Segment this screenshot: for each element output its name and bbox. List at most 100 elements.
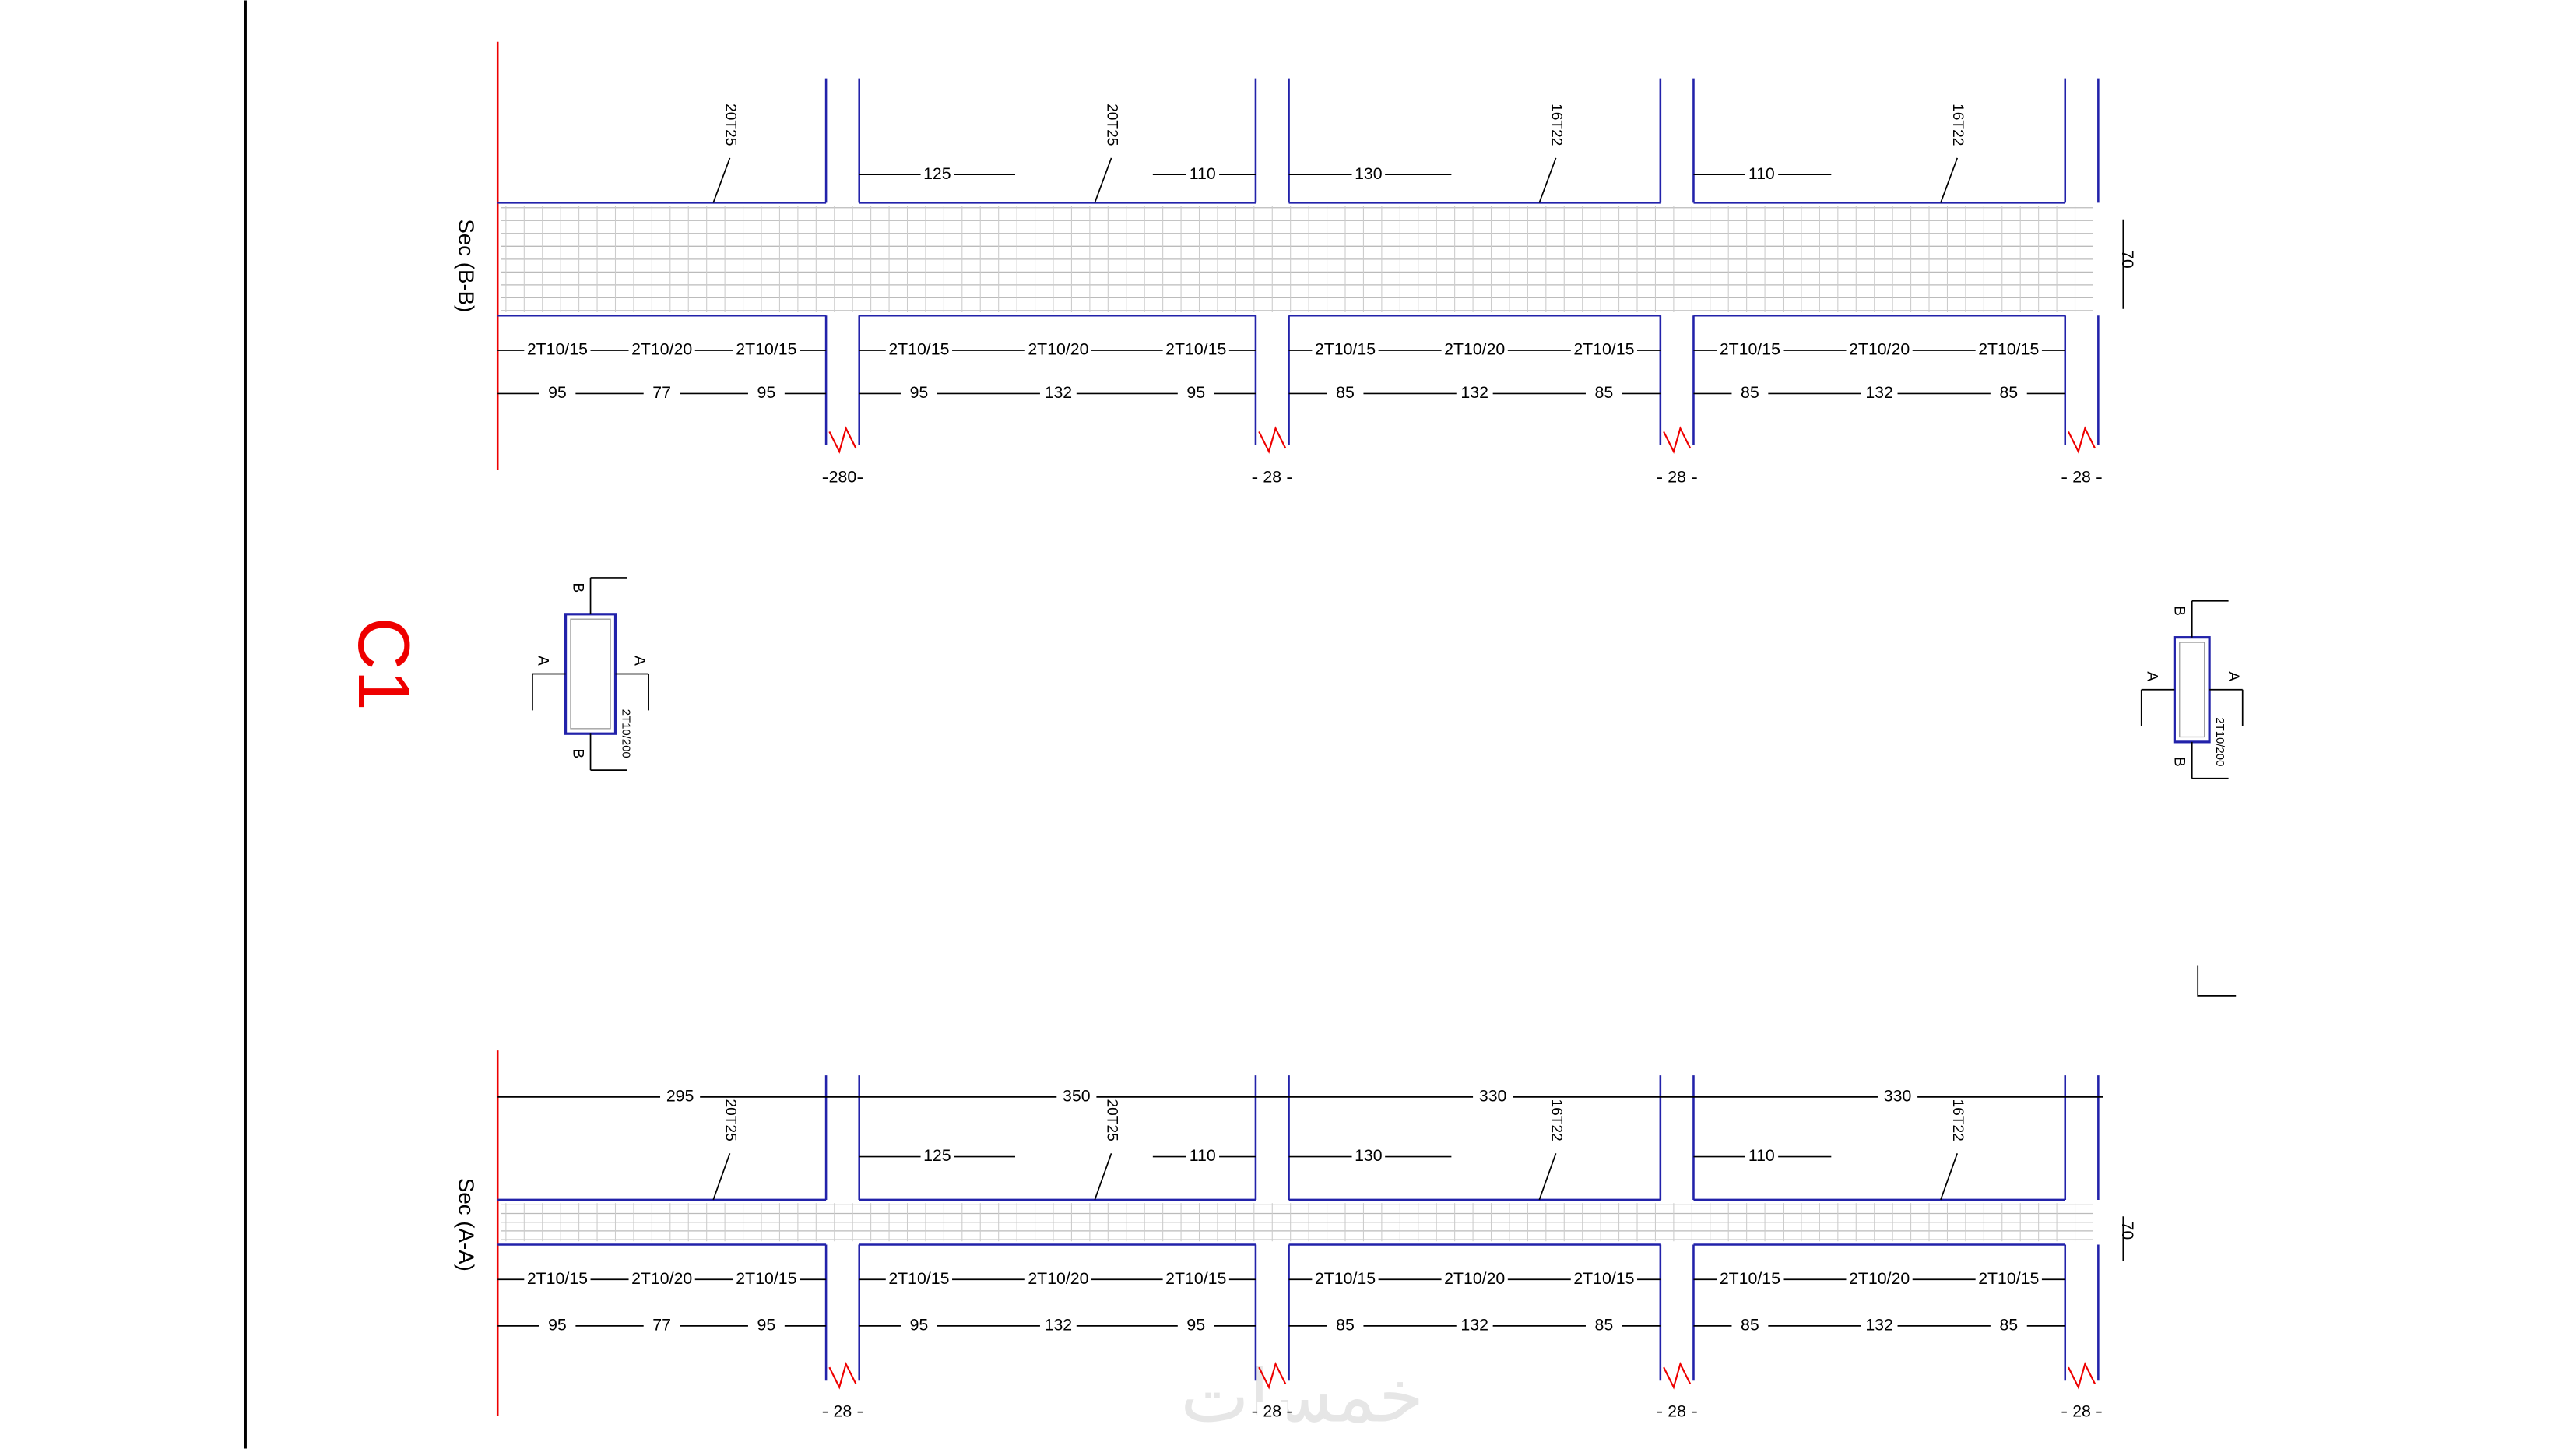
break-mark	[1663, 426, 1692, 454]
dim-bg	[1186, 164, 1220, 185]
dim-bg	[1990, 1316, 2027, 1336]
length-label: 95	[910, 383, 929, 402]
dim-bg	[733, 340, 800, 360]
leader	[1094, 1153, 1112, 1201]
stirrup-label: 2T10/15	[736, 1269, 796, 1288]
length-label: 85	[1595, 1316, 1614, 1335]
dim-bg	[1861, 383, 1898, 404]
dim-bg	[733, 1269, 800, 1290]
length-label: 85	[1595, 383, 1614, 402]
break-mark	[828, 426, 857, 454]
column-dim: 280	[829, 468, 857, 487]
dim-bg	[1351, 164, 1386, 185]
dim-bg	[1570, 1269, 1638, 1290]
dim-bg	[1024, 1269, 1092, 1290]
top-dim: 110	[1748, 1146, 1775, 1165]
column-dim: 28	[1668, 468, 1686, 487]
leader	[1538, 157, 1557, 203]
dim-bg	[1745, 164, 1779, 185]
length-label: 132	[1045, 383, 1073, 402]
dim-bg	[1312, 1269, 1379, 1290]
section-label: Sec (B-B)	[454, 219, 478, 312]
stirrup-label: 2T10/15	[1165, 340, 1226, 359]
dim-bg	[1661, 468, 1692, 488]
length-label: 132	[1865, 1316, 1893, 1335]
length-label: 77	[652, 383, 671, 402]
dim-bg	[1570, 340, 1638, 360]
leader	[1940, 157, 1959, 203]
top-dim: 125	[923, 164, 951, 183]
break-mark	[1258, 426, 1287, 454]
dim-bg	[1846, 340, 1913, 360]
span-length: 330	[1884, 1086, 1912, 1105]
column-core	[2179, 642, 2205, 738]
length-label: 95	[910, 1316, 929, 1335]
break-mark	[2068, 1361, 2096, 1390]
dim-bg	[920, 164, 954, 185]
drawing-title: C1	[343, 617, 425, 711]
column-core	[570, 618, 611, 730]
stirrup-label: 2T10/15	[1573, 340, 1634, 359]
dim-bg	[1441, 1269, 1508, 1290]
rebar-label: 2T10/200	[2213, 717, 2226, 766]
length-label: 85	[1741, 383, 1759, 402]
section-label: Sec (A-A)	[454, 1178, 478, 1271]
dim-bg	[828, 1402, 858, 1423]
dim-bg	[628, 1269, 695, 1290]
dim-bg	[1745, 1146, 1779, 1167]
stirrup-label: 2T10/20	[1849, 1269, 1910, 1288]
stirrup-label: 2T10/20	[1028, 340, 1088, 359]
length-label: 85	[1336, 383, 1355, 402]
length-label: 95	[757, 1316, 776, 1335]
span-length: 330	[1479, 1086, 1507, 1105]
dim-bg	[885, 340, 953, 360]
column-dim: 28	[1263, 1402, 1281, 1420]
dim-bg	[1327, 383, 1364, 404]
cut-label: A	[2143, 671, 2160, 681]
length-label: 132	[1460, 383, 1488, 402]
span-length: 350	[1063, 1086, 1091, 1105]
dim-bg	[885, 1269, 953, 1290]
dim-bg	[628, 340, 695, 360]
dim-bg	[1661, 1402, 1692, 1423]
cut-label: B	[2171, 606, 2188, 616]
top-bar-label: 16T22	[1949, 1099, 1966, 1141]
dim-bg	[539, 383, 576, 404]
dim-bg	[1877, 1087, 1918, 1107]
top-bar-label: 20T25	[722, 104, 738, 146]
dim-bg	[524, 340, 591, 360]
stirrup-label: 2T10/15	[888, 340, 949, 359]
leader	[1094, 157, 1112, 203]
cut-label: A	[535, 656, 551, 666]
watermark: خمسات	[1180, 1356, 1424, 1437]
length-label: 85	[1999, 383, 2018, 402]
dim-bg	[1456, 383, 1493, 404]
cut-label: B	[569, 582, 585, 593]
break-mark	[1258, 1361, 1287, 1390]
dim-bg	[747, 1316, 785, 1336]
stirrup-label: 2T10/15	[1165, 1269, 1226, 1288]
stirrup-label: 2T10/20	[631, 340, 692, 359]
dim-bg	[643, 383, 680, 404]
top-bar-label: 20T25	[1104, 1099, 1120, 1141]
cut-label: B	[569, 748, 585, 758]
dim-bg	[1585, 383, 1622, 404]
stirrup-label: 2T10/20	[1444, 1269, 1505, 1288]
stirrup-label: 2T10/15	[1315, 1269, 1376, 1288]
dim-bg	[900, 383, 937, 404]
dim-bg	[1177, 1316, 1214, 1336]
stirrup-label: 2T10/15	[888, 1269, 949, 1288]
length-label: 85	[1999, 1316, 2018, 1335]
column-dim: 28	[2072, 1402, 2091, 1420]
length-label: 132	[1460, 1316, 1488, 1335]
cut-label: A	[631, 656, 647, 666]
leader	[1940, 1153, 1959, 1201]
top-bar-label: 16T22	[1949, 104, 1966, 146]
top-dim: 110	[1748, 164, 1775, 183]
stirrup-label: 2T10/15	[527, 1269, 588, 1288]
column-dim: 28	[1668, 1402, 1686, 1420]
span-length: 295	[666, 1086, 694, 1105]
top-dim: 110	[1190, 1146, 1216, 1165]
dim-bg	[828, 468, 858, 488]
